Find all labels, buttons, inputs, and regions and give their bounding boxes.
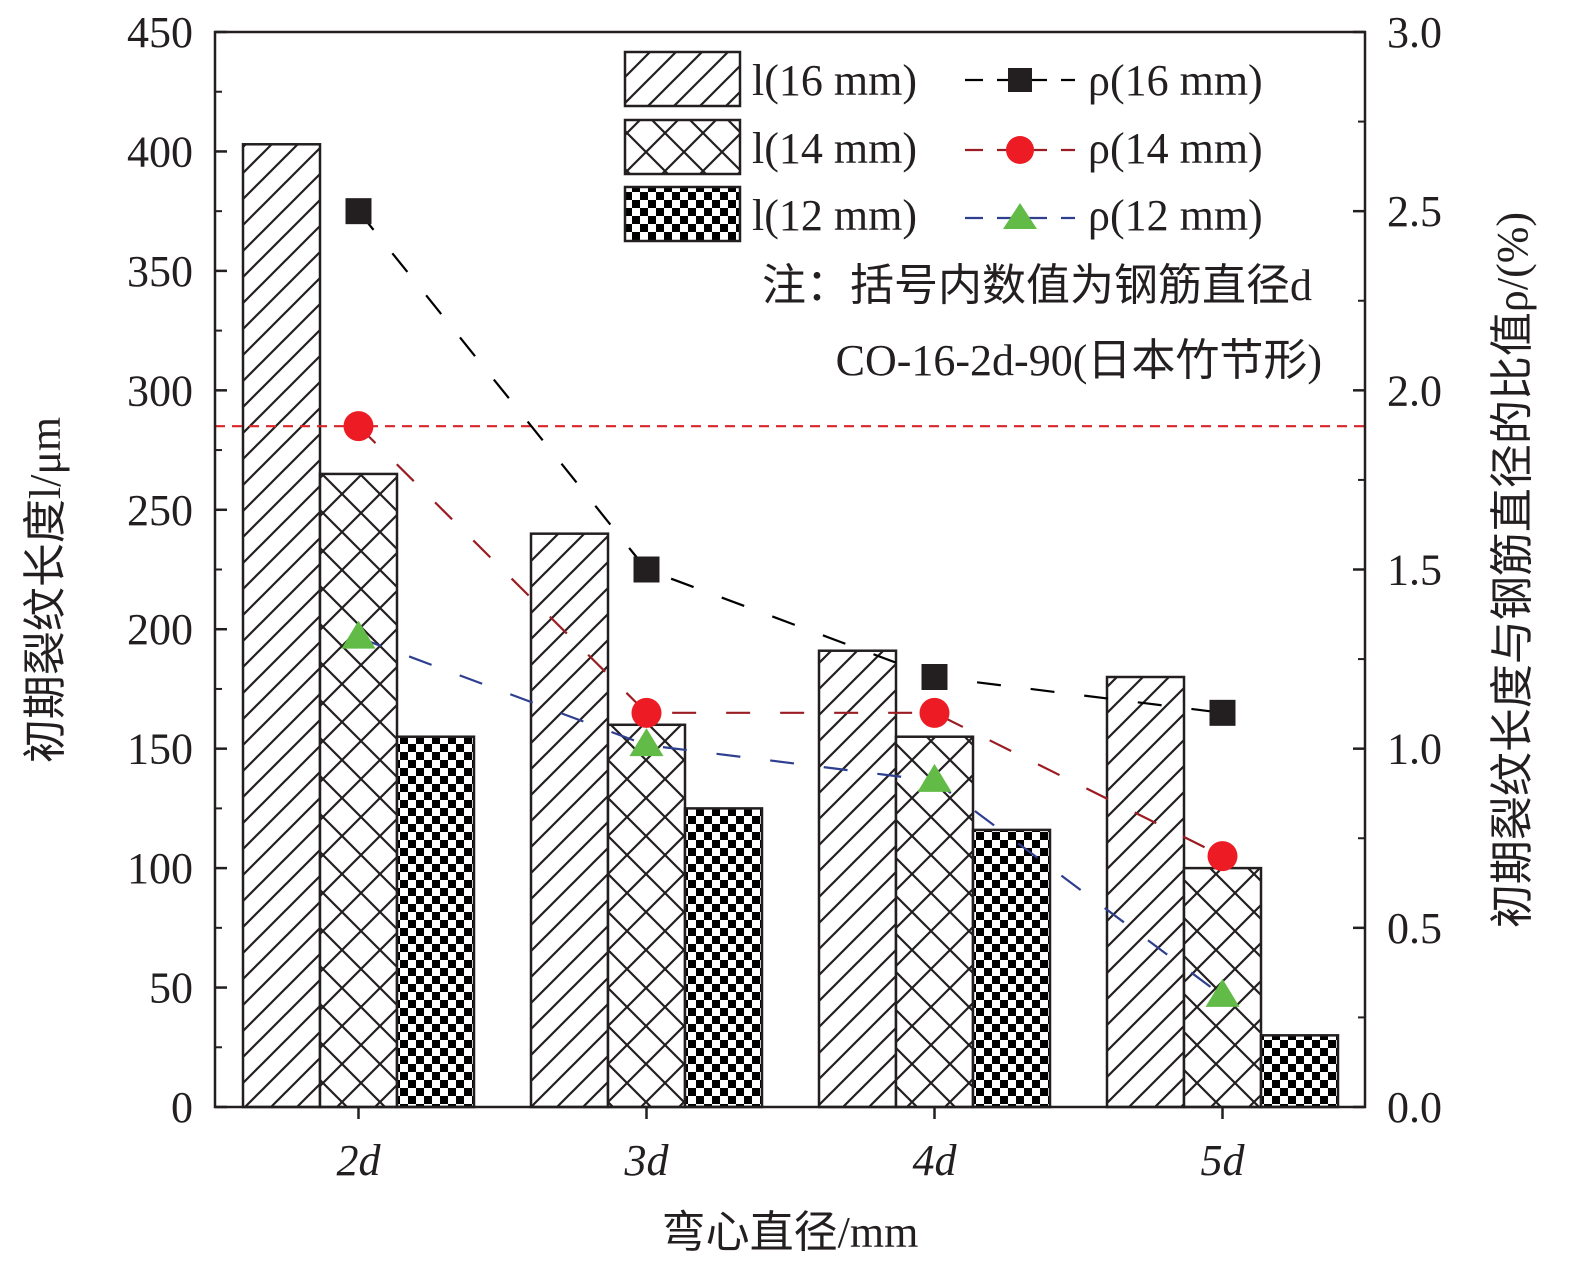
left-tick-label: 400	[127, 127, 193, 176]
point-triangle-5d	[1205, 978, 1240, 1007]
bar-2d-series-1	[318, 472, 399, 1109]
legend-label-l12: l(12 mm)	[752, 191, 917, 240]
x-tick-label: 2d	[337, 1136, 382, 1185]
point-square-3d	[633, 556, 660, 583]
left-tick-label: 300	[127, 366, 193, 415]
point-circle-5d	[1207, 841, 1238, 872]
axes-group: 0 50 100 150 200 250 300 350 400 450 0.0 0.5 1.0 1.5 2…	[127, 8, 1442, 1185]
bars-group	[241, 143, 1340, 1109]
left-y-axis-title: 初期裂纹长度l/μm	[21, 417, 70, 763]
left-tick-label: 200	[127, 605, 193, 654]
legend-label-rho14: ρ(14 mm)	[1088, 124, 1263, 173]
legend-marker-rho12	[1003, 203, 1037, 229]
left-tick-label: 450	[127, 8, 193, 57]
right-tick-label: 1.5	[1387, 546, 1442, 595]
right-tick-label: 0.5	[1387, 904, 1442, 953]
bar-5d-series-2	[1259, 1034, 1340, 1109]
point-square-4d	[921, 664, 948, 690]
legend-marker-rho14	[1006, 136, 1034, 164]
right-tick-label: 2.0	[1387, 366, 1442, 415]
bar-2d-series-0	[241, 143, 322, 1109]
line-series-1	[357, 425, 1223, 858]
point-triangle-4d	[917, 763, 952, 792]
left-tick-label: 0	[171, 1083, 193, 1132]
left-tick-label: 50	[149, 964, 193, 1013]
legend-label-rho16: ρ(16 mm)	[1088, 56, 1263, 105]
x-tick-label: 4d	[913, 1136, 958, 1185]
note-line-1: 注：括号内数值为钢筋直径d	[762, 261, 1312, 310]
bar-3d-series-2	[683, 807, 764, 1109]
point-triangle-3d	[629, 728, 664, 757]
bar-3d-series-0	[529, 532, 610, 1109]
bar-4d-series-2	[971, 828, 1052, 1109]
x-axis-title: 弯心直径/mm	[662, 1208, 919, 1257]
note-line-2: CO-16-2d-90(日本竹节形)	[836, 336, 1322, 385]
bar-2d-series-2	[395, 735, 476, 1109]
legend-label-rho12: ρ(12 mm)	[1088, 191, 1263, 240]
legend: l(16 mm) l(14 mm) l(12 mm) ρ(16 mm) ρ(14…	[623, 50, 1263, 243]
left-tick-label: 150	[127, 725, 193, 774]
legend-swatch-l16	[623, 50, 742, 108]
bar-5d-series-1	[1182, 866, 1263, 1109]
bar-4d-series-0	[817, 649, 898, 1109]
legend-swatch-l12	[623, 185, 742, 243]
point-circle-2d	[343, 411, 374, 442]
legend-label-l16: l(16 mm)	[752, 56, 917, 105]
point-square-5d	[1209, 699, 1236, 726]
legend-label-l14: l(14 mm)	[752, 124, 917, 173]
right-tick-label: 0.0	[1387, 1083, 1442, 1132]
left-tick-label: 100	[127, 844, 193, 893]
point-square-2d	[345, 198, 372, 225]
ratio-lines-group	[341, 198, 1240, 1007]
bar-5d-series-0	[1105, 675, 1186, 1109]
right-tick-label: 2.5	[1387, 187, 1442, 236]
line-series-2	[358, 636, 1224, 997]
legend-swatch-l14	[623, 118, 742, 176]
left-tick-label: 350	[127, 247, 193, 296]
legend-marker-rho16	[1008, 68, 1032, 92]
x-tick-label: 3d	[624, 1136, 670, 1185]
right-y-axis-title: 初期裂纹长度与钢筋直径的比值ρ/(%)	[1488, 212, 1537, 928]
point-circle-4d	[919, 697, 950, 728]
bar-3d-series-1	[606, 723, 687, 1109]
left-tick-label: 250	[127, 486, 193, 535]
right-tick-label: 1.0	[1387, 725, 1442, 774]
right-tick-label: 3.0	[1387, 8, 1442, 57]
line-series-0	[357, 210, 1223, 714]
point-circle-3d	[631, 697, 662, 728]
x-tick-label: 5d	[1201, 1136, 1246, 1185]
point-triangle-2d	[341, 620, 376, 649]
bar-4d-series-1	[894, 735, 975, 1109]
